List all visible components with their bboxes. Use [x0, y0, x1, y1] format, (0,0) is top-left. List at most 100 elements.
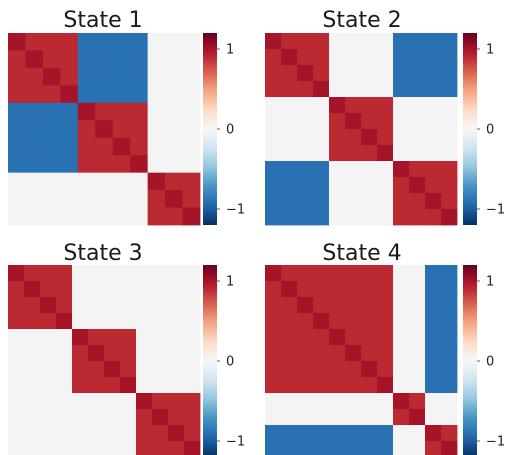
heatmap-cell: [168, 345, 185, 362]
heatmap-cell: [72, 361, 89, 378]
heatmap-cell: [377, 329, 394, 346]
heatmap-cell: [24, 361, 41, 378]
heatmap-cell: [72, 281, 89, 298]
heatmap-cell: [297, 209, 314, 226]
heatmap-cell: [104, 377, 121, 394]
heatmap-cell: [95, 190, 114, 208]
heatmap-cell: [120, 409, 137, 426]
heatmap-cell: [265, 97, 282, 114]
heatmap-cell: [409, 49, 426, 66]
heatmap-cell: [377, 361, 394, 378]
heatmap-cell: [409, 97, 426, 114]
heatmap-cell: [42, 137, 61, 156]
heatmap-cell: [184, 409, 201, 426]
heatmap-cell: [42, 85, 61, 104]
heatmap-cell: [147, 85, 166, 104]
heatmap-cell: [77, 120, 96, 139]
heatmap-cell: [40, 361, 57, 378]
heatmap-cell: [72, 393, 89, 410]
heatmap-cell: [329, 113, 346, 130]
heatmap-cell: [297, 409, 314, 426]
heatmap-cell: [112, 207, 131, 226]
heatmap-cell: [281, 345, 298, 362]
heatmap-cell: [42, 190, 61, 208]
heatmap-cell: [88, 265, 105, 282]
heatmap-cell: [281, 361, 298, 378]
colorbar-tick-label: 1: [486, 275, 494, 290]
heatmap-cell: [377, 113, 394, 130]
heatmap-cell: [297, 49, 314, 66]
heatmap-cell: [297, 281, 314, 298]
heatmap-cell: [147, 155, 166, 174]
heatmap-cell: [361, 209, 378, 226]
heatmap-cell: [425, 65, 442, 82]
heatmap-cell: [40, 345, 57, 362]
heatmap-cell: [40, 377, 57, 394]
heatmap-cell: [42, 155, 61, 174]
heatmap-cell: [95, 85, 114, 104]
heatmap-cell: [297, 393, 314, 410]
heatmap-cell: [329, 361, 346, 378]
heatmap-cell: [42, 67, 61, 86]
heatmap-cell: [329, 161, 346, 178]
heatmap-cell: [8, 155, 26, 174]
heatmap-cell: [88, 377, 105, 394]
heatmap-cell: [393, 345, 410, 362]
heatmap-cell: [345, 281, 362, 298]
heatmap-cell: [329, 441, 346, 455]
heatmap-cell: [8, 393, 25, 410]
heatmap-cell: [184, 265, 201, 282]
heatmap-cell: [313, 81, 330, 98]
heatmap-cell: [60, 85, 79, 104]
heatmap-cell: [441, 345, 458, 362]
heatmap-cell: [425, 161, 442, 178]
heatmap-cell: [168, 441, 185, 455]
heatmap-cell: [77, 172, 96, 191]
heatmap-cell: [329, 209, 346, 226]
heatmap-cell: [95, 50, 114, 69]
heatmap-cell: [60, 207, 79, 226]
heatmap-cell: [165, 190, 183, 208]
heatmap-cell: [25, 67, 44, 86]
heatmap-cell: [377, 33, 394, 50]
heatmap-cell: [377, 145, 394, 162]
heatmap-cell: [281, 113, 298, 130]
heatmap-cell: [281, 209, 298, 226]
heatmap-cell: [25, 155, 44, 174]
heatmap-cell: [377, 265, 394, 282]
heatmap-cell: [130, 137, 149, 156]
heatmap-cell: [8, 361, 25, 378]
heatmap-cell: [265, 145, 282, 162]
heatmap-cell: [120, 425, 137, 442]
heatmap-cell: [265, 281, 282, 298]
heatmap-cell: [409, 345, 426, 362]
heatmap-cell: [184, 377, 201, 394]
heatmap-cell: [136, 441, 153, 455]
heatmap-cell: [345, 409, 362, 426]
heatmap-cell: [377, 193, 394, 210]
heatmap-cell: [425, 377, 442, 394]
heatmap-cell: [136, 409, 153, 426]
heatmap-cell: [265, 209, 282, 226]
heatmap-cell: [130, 102, 149, 121]
heatmap-cell: [56, 313, 73, 330]
heatmap-cell: [393, 377, 410, 394]
heatmap-cell: [147, 207, 166, 226]
heatmap-cell: [136, 393, 153, 410]
heatmap-cell: [40, 441, 57, 455]
heatmap-cell: [297, 177, 314, 194]
heatmap-cell: [56, 425, 73, 442]
heatmap-cell: [104, 425, 121, 442]
heatmap-cell: [120, 281, 137, 298]
heatmap-cell: [24, 425, 41, 442]
heatmap-cell: [313, 265, 330, 282]
heatmap-cell: [104, 345, 121, 362]
heatmap-cell: [56, 297, 73, 314]
heatmap-cell: [425, 209, 442, 226]
heatmap-cell: [329, 281, 346, 298]
heatmap-cell: [281, 313, 298, 330]
heatmap-cell: [281, 297, 298, 314]
heatmap-cell: [425, 113, 442, 130]
heatmap-cell: [345, 345, 362, 362]
